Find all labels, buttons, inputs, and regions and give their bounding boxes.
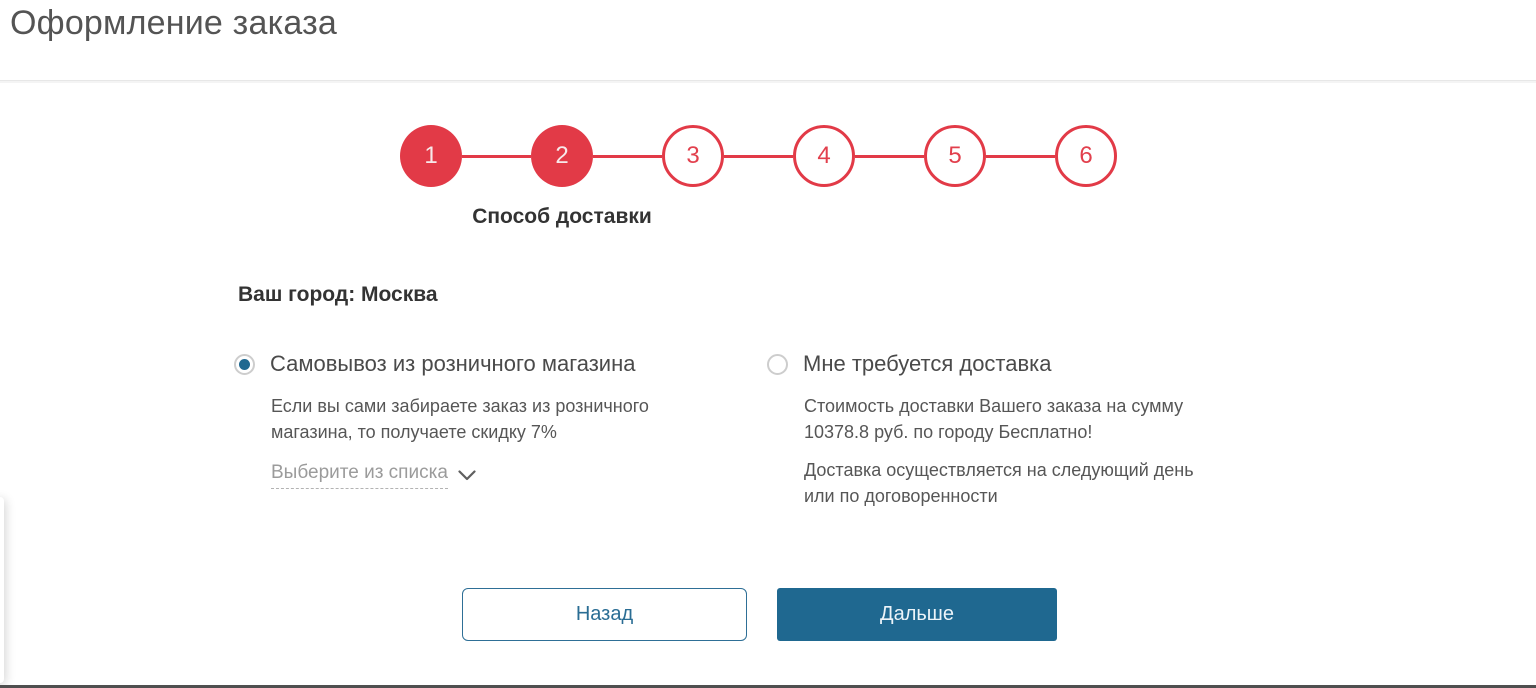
checkout-stepper: 1 2 3 4 5 6 <box>400 125 1117 187</box>
stepper-step-6[interactable]: 6 <box>1055 125 1117 187</box>
left-widget-shadow <box>0 497 4 683</box>
stepper-step-2[interactable]: 2 <box>531 125 593 187</box>
current-step-label: Способ доставки <box>472 205 652 228</box>
next-button[interactable]: Дальше <box>777 588 1057 641</box>
stepper-step-3[interactable]: 3 <box>662 125 724 187</box>
stepper-connector <box>593 154 662 158</box>
stepper-connector <box>855 154 924 158</box>
stepper-connector <box>462 154 531 158</box>
courier-radio-row[interactable]: Мне требуется доставка <box>767 351 1237 377</box>
store-select-label: Выберите из списка <box>271 462 448 489</box>
stepper-connector <box>724 154 793 158</box>
delivery-option-courier: Мне требуется доставка Стоимость доставк… <box>767 351 1237 509</box>
courier-option-description: Стоимость доставки Вашего заказа на сумм… <box>804 396 1184 442</box>
pickup-radio-row[interactable]: Самовывоз из розничного магазина <box>234 351 679 377</box>
courier-option-label: Мне требуется доставка <box>803 351 1052 376</box>
header-divider <box>0 80 1536 83</box>
stepper-connector <box>986 154 1055 158</box>
courier-option-note: Доставка осуществляется на следующий ден… <box>804 460 1194 506</box>
stepper-step-4[interactable]: 4 <box>793 125 855 187</box>
back-button[interactable]: Назад <box>462 588 747 641</box>
stepper-step-1[interactable]: 1 <box>400 125 462 187</box>
page-title: Оформление заказа <box>10 4 338 42</box>
stepper-step-5[interactable]: 5 <box>924 125 986 187</box>
courier-radio-button[interactable] <box>767 353 788 375</box>
bottom-edge-line <box>0 685 1536 688</box>
chevron-down-icon <box>458 470 476 481</box>
pickup-radio-button[interactable] <box>234 353 255 375</box>
pickup-option-description: Если вы сами забираете заказ из рознично… <box>271 396 649 442</box>
delivery-option-pickup: Самовывоз из розничного магазина Если вы… <box>234 351 679 489</box>
city-line: Ваш город: Москва <box>238 283 438 306</box>
store-select-dropdown[interactable]: Выберите из списка <box>271 462 679 489</box>
pickup-option-label: Самовывоз из розничного магазина <box>270 351 636 376</box>
